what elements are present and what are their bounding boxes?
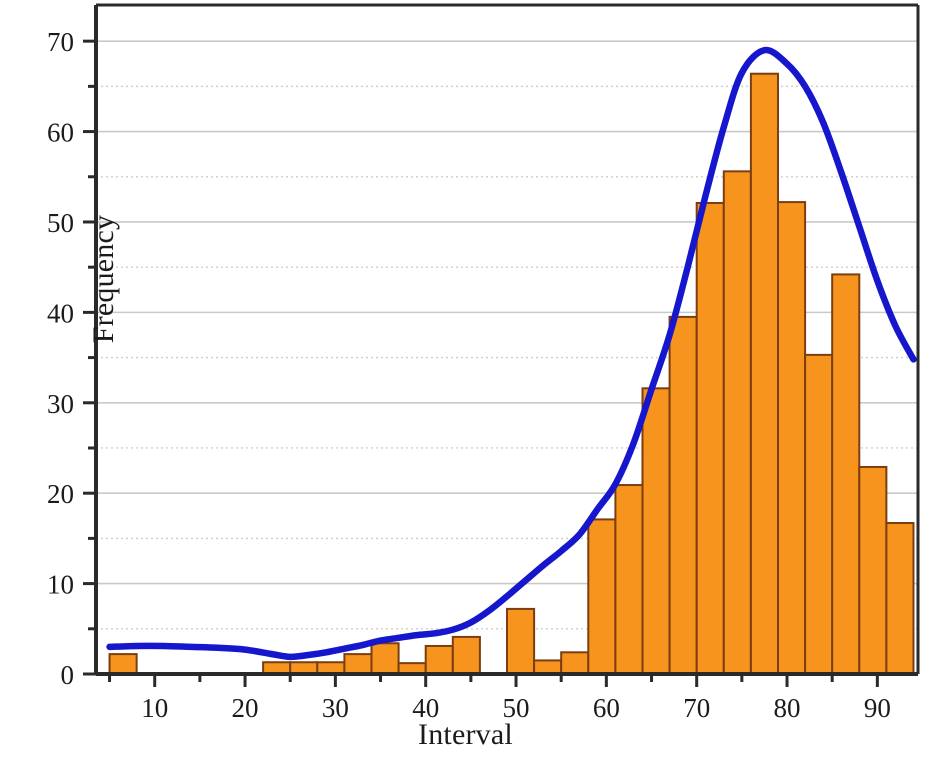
histogram-bar	[370, 642, 400, 675]
histogram-bar	[108, 653, 138, 676]
histogram-bar	[885, 522, 915, 675]
x-tick-label: 70	[683, 693, 710, 723]
histogram-bar	[560, 651, 590, 675]
x-tick-label: 40	[412, 693, 439, 723]
y-tick-label: 70	[47, 27, 74, 57]
histogram-bar	[749, 72, 779, 675]
y-tick-label: 60	[47, 118, 74, 148]
histogram-bar	[858, 465, 888, 675]
x-axis-title: Interval	[418, 718, 513, 751]
density-curve	[106, 46, 917, 661]
x-tick-label: 60	[593, 693, 620, 723]
axis-tick-labels: 0 10 20 30 40 50 60 70 10 20 30 40 50 60 70 80 90	[47, 27, 891, 723]
x-tick-label: 80	[774, 693, 801, 723]
histogram-bar	[776, 201, 807, 676]
histogram-bar	[722, 170, 752, 675]
plot-frame	[94, 3, 920, 676]
x-tick-label: 90	[864, 693, 891, 723]
y-tick-label: 20	[47, 479, 74, 509]
axis-ticks	[83, 39, 879, 687]
x-tick-label: 10	[141, 693, 168, 723]
histogram-bar	[831, 273, 861, 675]
y-tick-label: 0	[61, 660, 75, 690]
y-tick-label: 10	[47, 570, 74, 600]
histogram-bar	[641, 387, 671, 675]
x-tick-label: 20	[232, 693, 259, 723]
histogram-bar	[668, 315, 698, 675]
x-tick-label: 30	[322, 693, 349, 723]
y-tick-label: 50	[47, 208, 74, 238]
histogram-bar	[506, 607, 536, 675]
histogram-bar	[451, 635, 481, 675]
grid-lines	[96, 40, 918, 630]
histogram-bar	[804, 353, 834, 675]
x-tick-label: 50	[503, 693, 530, 723]
histogram-bar	[695, 201, 725, 676]
histogram-bar	[614, 484, 644, 675]
bars-group	[108, 72, 915, 676]
y-tick-label: 30	[47, 389, 74, 419]
histogram-bar	[343, 653, 373, 676]
histogram-bar	[533, 659, 563, 676]
y-axis-title: Frequency	[87, 214, 120, 344]
histogram-bar	[424, 644, 454, 675]
y-tick-label: 40	[47, 298, 74, 328]
histogram-bar	[587, 518, 617, 675]
